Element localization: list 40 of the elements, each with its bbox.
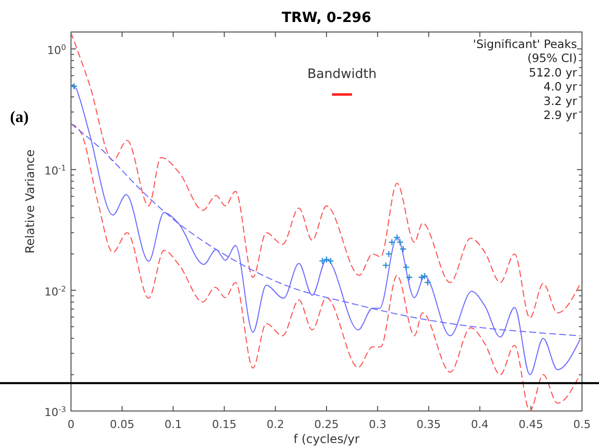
y-tick-label: 10$^{-3}$ xyxy=(44,404,66,419)
point xyxy=(388,238,396,246)
point xyxy=(385,250,392,258)
x-tick-label: 0.2 xyxy=(266,418,284,431)
line-series xyxy=(71,123,580,411)
point xyxy=(400,245,407,253)
x-tick-label: 0.1 xyxy=(164,418,182,431)
annotation: 4.0 yr xyxy=(544,80,578,94)
x-tick-label: 0.5 xyxy=(573,418,591,431)
annotation: 3.2 yr xyxy=(544,94,578,108)
x-tick-label: 0.05 xyxy=(110,418,134,431)
x-tick-label: 0.45 xyxy=(518,418,544,431)
point xyxy=(326,257,334,265)
y-tick-label: 10$^{0}$ xyxy=(47,42,66,57)
y-tick-label: 10$^{-2}$ xyxy=(44,284,66,298)
line-series xyxy=(71,32,580,318)
x-axis-title: f (cycles/yr xyxy=(293,432,360,446)
point xyxy=(406,274,413,281)
point xyxy=(421,272,428,280)
annotation: 512.0 yr xyxy=(528,65,578,80)
point xyxy=(424,278,432,286)
point xyxy=(71,82,78,90)
x-tick-label: 0.35 xyxy=(416,418,441,431)
text: (a) xyxy=(10,109,29,126)
annotation: Bandwidth xyxy=(307,67,377,82)
chart-title: TRW, 0-296 xyxy=(282,10,372,26)
point xyxy=(402,264,410,271)
point xyxy=(382,262,390,269)
x-tick-label: 0.25 xyxy=(314,418,339,431)
x-tick-label: 0.15 xyxy=(212,418,237,431)
x-tick-label: 0 xyxy=(68,418,74,431)
x-tick-label: 0.3 xyxy=(368,418,386,431)
annotation: (95% CI) xyxy=(527,51,577,66)
y-tick-label: 10$^{-1}$ xyxy=(44,163,66,178)
point xyxy=(322,256,330,264)
x-tick-label: 0.4 xyxy=(471,418,489,431)
point xyxy=(318,257,326,265)
annotation: 2.9 yr xyxy=(544,108,578,122)
annotation: 'Significant' Peaks xyxy=(473,37,578,51)
y-axis-title: Relative Variance xyxy=(23,149,37,254)
